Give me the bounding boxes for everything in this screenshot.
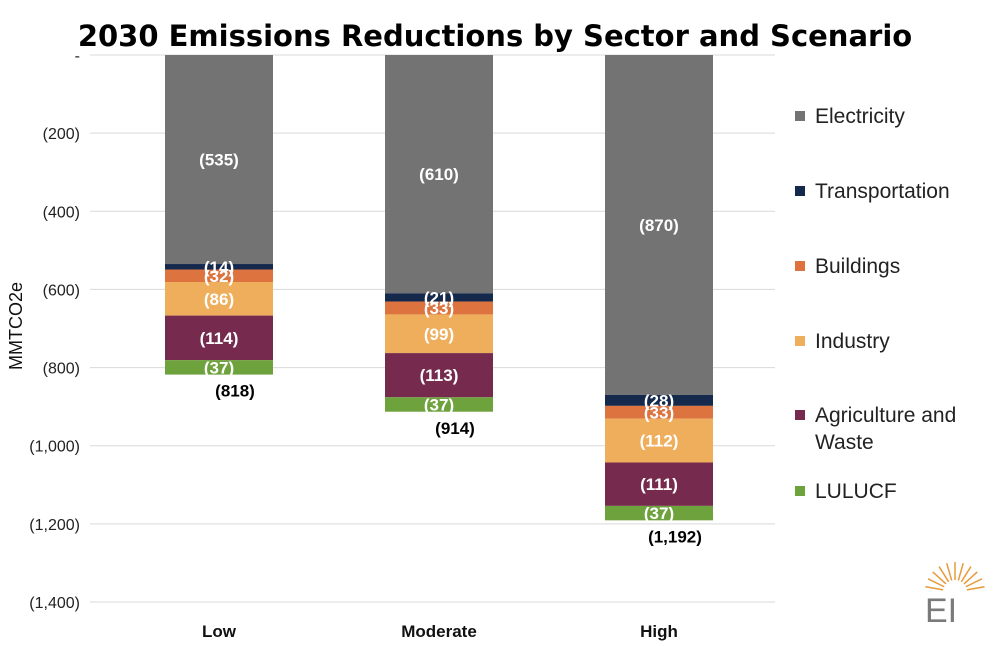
- legend: Electricity Transportation Buildings Indust…: [795, 105, 956, 503]
- bar-segment: [605, 405, 713, 419]
- segment-data-label: (28): [644, 391, 674, 410]
- y-tick-label: (1,200): [29, 517, 80, 534]
- bar-segment: [605, 462, 713, 506]
- logo-ray: [966, 586, 985, 591]
- legend-label: Buildings: [815, 255, 900, 278]
- bar-segment: [165, 269, 273, 283]
- bar-segment: [605, 394, 713, 406]
- segment-data-label: (86): [204, 290, 234, 309]
- logo-ray: [965, 578, 983, 588]
- segment-data-label: (112): [640, 432, 679, 451]
- ei-logo: EI: [925, 562, 985, 630]
- logo-ray: [938, 566, 950, 583]
- total-label: (1,192): [648, 528, 702, 547]
- bar-segment: [385, 353, 493, 398]
- bar-segment: [165, 360, 273, 375]
- bar-segment: [385, 55, 493, 294]
- bar-segment: [605, 55, 713, 395]
- logo-ray: [946, 562, 953, 581]
- legend-label: Electricity: [815, 105, 905, 128]
- bar-segment: [385, 293, 493, 302]
- logo-rays: [925, 562, 985, 591]
- segment-data-label: (99): [424, 325, 454, 344]
- legend-swatch: [795, 336, 805, 346]
- y-tick-label: -: [75, 48, 80, 65]
- segment-data-label: (37): [424, 395, 454, 414]
- bar-segment: [385, 397, 493, 412]
- legend-swatch: [795, 186, 805, 196]
- segment-data-label: (535): [199, 151, 239, 170]
- segment-data-label: (33): [644, 403, 674, 422]
- legend-swatch: [795, 486, 805, 496]
- legend-swatch: [795, 111, 805, 121]
- y-tick-label: (600): [43, 282, 80, 299]
- legend-swatch: [795, 261, 805, 271]
- bar-segment: [165, 264, 273, 270]
- bar-segment: [385, 314, 493, 354]
- logo-ray: [925, 586, 944, 591]
- segment-data-label: (37): [644, 504, 674, 523]
- total-label: (818): [215, 382, 255, 401]
- x-category-label: Low: [202, 622, 237, 641]
- bar-segment: [165, 55, 273, 265]
- logo-ray: [960, 566, 972, 583]
- segment-data-label: (114): [200, 329, 239, 348]
- logo-ray: [963, 571, 978, 585]
- bar-segment: [605, 418, 713, 463]
- legend-label: Agriculture and: [815, 404, 956, 427]
- logo-ray: [927, 578, 945, 588]
- y-tick-label: (400): [43, 204, 80, 221]
- legend-label: LULUCF: [815, 480, 897, 503]
- total-label: (914): [435, 419, 475, 438]
- segment-data-label: (21): [424, 288, 454, 307]
- segment-data-label: (113): [420, 366, 459, 385]
- legend-swatch: [795, 410, 805, 420]
- chart-title: 2030 Emissions Reductions by Sector and …: [78, 19, 912, 53]
- segment-data-label: (111): [640, 475, 678, 494]
- x-category-label: High: [640, 622, 678, 641]
- segment-data-label: (14): [204, 258, 234, 277]
- logo-text: EI: [925, 592, 957, 630]
- bar-segment: [165, 282, 273, 316]
- logo-ray: [932, 571, 947, 585]
- legend-label-continued: Waste: [815, 431, 874, 454]
- segment-data-label: (37): [204, 358, 234, 377]
- segment-data-label: (870): [639, 216, 679, 235]
- y-tick-label: (200): [43, 126, 80, 143]
- y-tick-label: (1,000): [29, 439, 80, 456]
- y-tick-label: (800): [43, 361, 80, 378]
- segment-data-label: (32): [204, 267, 234, 286]
- segment-data-label: (610): [419, 165, 459, 184]
- legend-label: Transportation: [815, 180, 950, 203]
- bar-segment: [165, 315, 273, 361]
- bar-segment: [385, 301, 493, 315]
- y-tick-label: (1,400): [29, 595, 80, 612]
- x-category-label: Moderate: [401, 622, 477, 641]
- bars-layer: [165, 55, 713, 521]
- bar-segment: [605, 505, 713, 521]
- logo-ray: [957, 562, 964, 581]
- legend-label: Industry: [815, 330, 890, 353]
- segment-data-label: (33): [424, 299, 454, 318]
- labels-layer: Low Moderate High (535) (14)(32) (86) (114) (37…: [199, 151, 702, 641]
- y-axis-label: MMTCO2e: [6, 282, 26, 370]
